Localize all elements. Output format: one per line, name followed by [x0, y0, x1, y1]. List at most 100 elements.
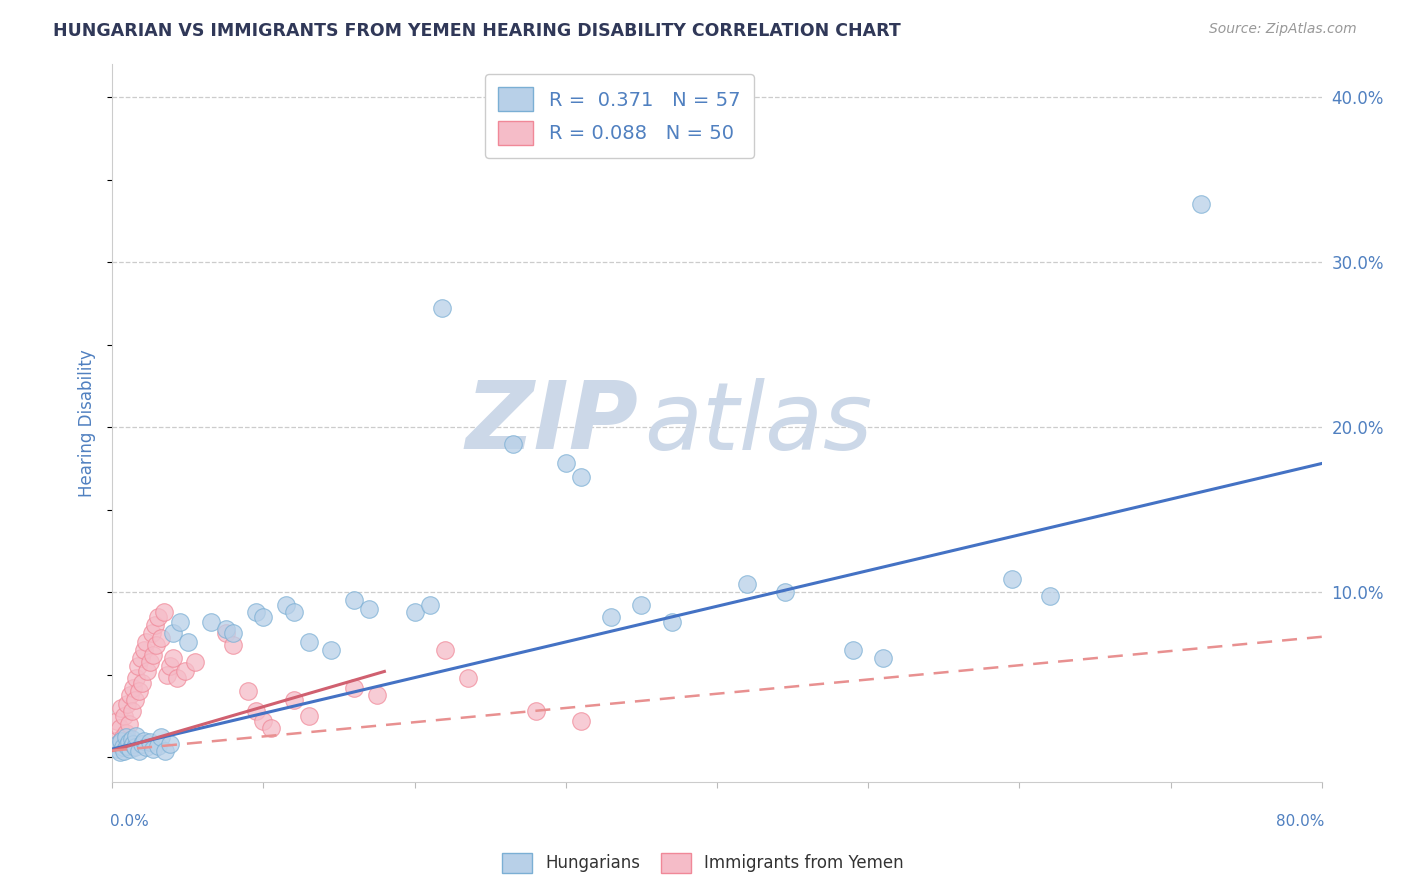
Point [112, 744, 135, 758]
Point [107, 737, 129, 751]
Point [343, 593, 366, 607]
Point [283, 605, 305, 619]
Text: HUNGARIAN VS IMMIGRANTS FROM YEMEN HEARING DISABILITY CORRELATION CHART: HUNGARIAN VS IMMIGRANTS FROM YEMEN HEARI… [53, 22, 901, 40]
Point [274, 599, 297, 613]
Point [128, 684, 150, 698]
Point [111, 731, 134, 745]
Legend: Hungarians, Immigrants from Yemen: Hungarians, Immigrants from Yemen [496, 847, 910, 880]
Point [149, 632, 172, 646]
Point [141, 626, 163, 640]
Point [569, 469, 592, 483]
Point [145, 638, 167, 652]
Point [661, 615, 683, 629]
Point [107, 737, 129, 751]
Point [139, 655, 162, 669]
Point [129, 651, 152, 665]
Point [146, 739, 169, 753]
Point [222, 638, 245, 652]
Point [457, 671, 479, 685]
Point [111, 740, 134, 755]
Point [430, 301, 453, 316]
Point [132, 733, 155, 747]
Point [156, 667, 179, 681]
Text: ZIP: ZIP [465, 377, 638, 469]
Point [184, 655, 207, 669]
Point [146, 610, 169, 624]
Point [166, 671, 188, 685]
Point [283, 692, 305, 706]
Point [159, 737, 181, 751]
Point [152, 605, 174, 619]
Point [321, 643, 343, 657]
Text: 0.0%: 0.0% [110, 814, 149, 830]
Point [122, 681, 145, 695]
Text: 80.0%: 80.0% [1275, 814, 1324, 830]
Point [245, 605, 267, 619]
Point [433, 643, 456, 657]
Point [177, 634, 200, 648]
Point [222, 626, 245, 640]
Point [200, 615, 222, 629]
Point [600, 610, 623, 624]
Point [214, 622, 236, 636]
Point [110, 700, 132, 714]
Y-axis label: Hearing Disability: Hearing Disability [79, 349, 96, 497]
Legend: R =  0.371   N = 57, R = 0.088   N = 50: R = 0.371 N = 57, R = 0.088 N = 50 [485, 74, 754, 158]
Point [117, 739, 139, 753]
Point [134, 634, 156, 648]
Point [112, 709, 135, 723]
Point [122, 737, 145, 751]
Point [142, 742, 165, 756]
Point [159, 659, 181, 673]
Point [121, 704, 143, 718]
Point [118, 735, 141, 749]
Point [105, 714, 128, 728]
Point [238, 684, 260, 698]
Point [131, 737, 153, 751]
Point [125, 671, 148, 685]
Point [214, 626, 236, 640]
Point [153, 744, 176, 758]
Point [108, 745, 131, 759]
Point [1001, 572, 1024, 586]
Point [162, 626, 184, 640]
Point [115, 731, 138, 745]
Text: Source: ZipAtlas.com: Source: ZipAtlas.com [1209, 22, 1357, 37]
Point [132, 643, 155, 657]
Point [872, 651, 894, 665]
Point [343, 681, 366, 695]
Point [110, 733, 132, 747]
Point [127, 659, 149, 673]
Point [630, 599, 652, 613]
Point [569, 714, 592, 728]
Point [1189, 197, 1212, 211]
Point [298, 634, 321, 648]
Point [117, 698, 139, 712]
Text: atlas: atlas [644, 377, 873, 468]
Point [131, 676, 153, 690]
Point [120, 742, 142, 756]
Point [773, 585, 796, 599]
Point [162, 651, 184, 665]
Point [125, 729, 148, 743]
Point [108, 721, 131, 735]
Point [359, 601, 381, 615]
Point [142, 648, 165, 662]
Point [139, 735, 162, 749]
Point [502, 436, 524, 450]
Point [260, 721, 283, 735]
Point [842, 643, 865, 657]
Point [124, 692, 146, 706]
Point [143, 618, 166, 632]
Point [1039, 589, 1062, 603]
Point [121, 732, 143, 747]
Point [245, 704, 267, 718]
Point [169, 615, 191, 629]
Point [128, 744, 150, 758]
Point [554, 457, 576, 471]
Point [120, 688, 142, 702]
Point [115, 725, 138, 739]
Point [134, 740, 156, 755]
Point [298, 709, 321, 723]
Point [404, 605, 426, 619]
